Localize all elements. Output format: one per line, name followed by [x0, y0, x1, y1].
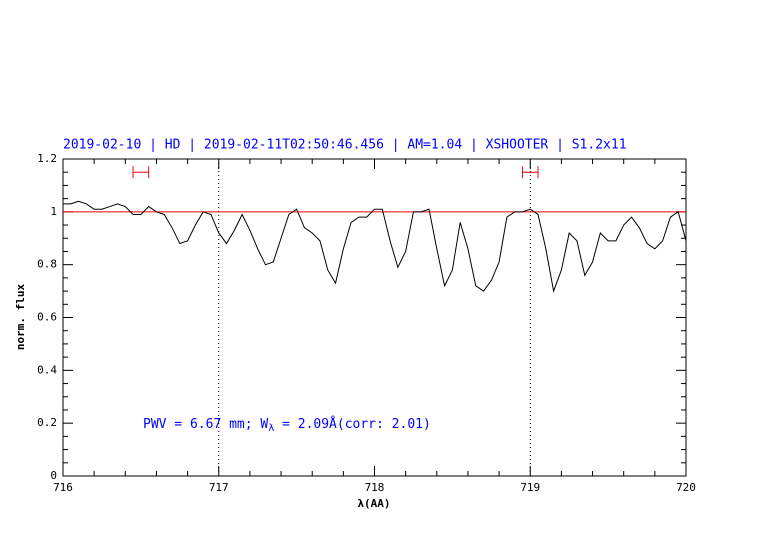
y-axis-label: norm. flux [14, 284, 27, 351]
x-axis-label: λ(AA) [357, 497, 390, 510]
x-tick-label: 716 [53, 481, 73, 494]
x-tick-label: 719 [520, 481, 540, 494]
x-tick-label: 718 [365, 481, 385, 494]
y-tick-label: 0.6 [37, 311, 57, 324]
spectrum-line [63, 200, 687, 293]
annotation-text: PWV = 6.67 mm; W [143, 417, 268, 432]
y-tick-label: 0.4 [37, 363, 57, 376]
x-tick-label: 717 [209, 481, 229, 494]
y-tick-label: 0 [50, 469, 57, 482]
y-tick-label: 0.8 [37, 258, 57, 271]
y-tick-label: 0.2 [37, 416, 57, 429]
annotation-subscript: λ [268, 423, 274, 434]
x-tick-label: 720 [676, 481, 696, 494]
annotation: PWV = 6.67 mm; Wλ = 2.09Å(corr: 2.01) [143, 416, 431, 435]
y-tick-label: 1.2 [37, 152, 57, 165]
chart-title: 2019-02-10 | HD | 2019-02-11T02:50:46.45… [63, 138, 627, 153]
y-tick-label: 1 [50, 205, 57, 218]
annotation-text: = 2.09Å(corr: 2.01) [274, 416, 431, 432]
